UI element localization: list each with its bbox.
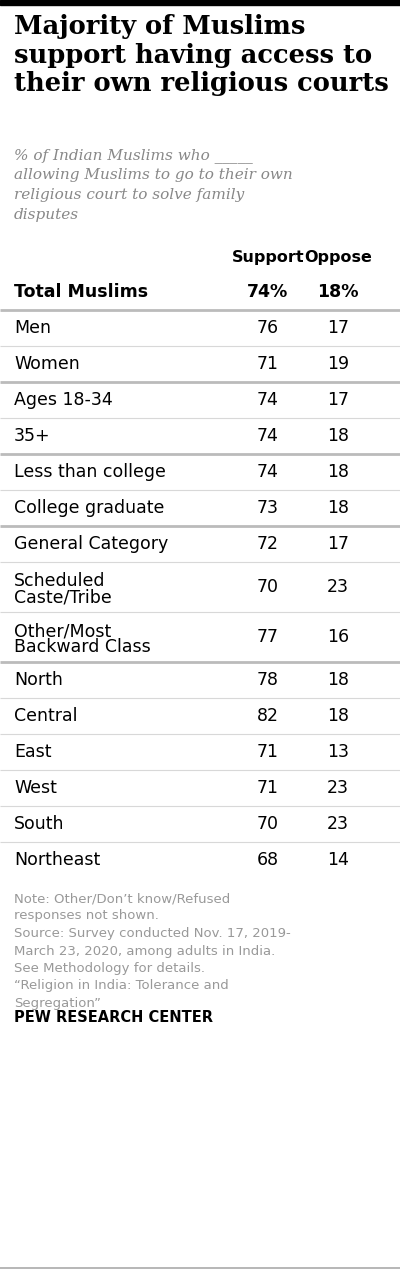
Text: Note: Other/Don’t know/Refused
responses not shown.
Source: Survey conducted Nov: Note: Other/Don’t know/Refused responses… xyxy=(14,892,291,1010)
Text: Scheduled: Scheduled xyxy=(14,572,106,590)
Text: West: West xyxy=(14,778,57,798)
Text: 82: 82 xyxy=(257,707,279,725)
Bar xyxy=(0,0,400,5)
Text: 68: 68 xyxy=(257,851,279,869)
Text: 71: 71 xyxy=(257,778,279,798)
Text: 74: 74 xyxy=(257,427,279,445)
Text: Women: Women xyxy=(14,355,80,373)
Text: South: South xyxy=(14,815,64,833)
Text: 18: 18 xyxy=(327,462,349,482)
Text: 78: 78 xyxy=(257,671,279,689)
Text: 14: 14 xyxy=(327,851,349,869)
Text: 19: 19 xyxy=(327,355,349,373)
Text: 76: 76 xyxy=(257,318,279,338)
Text: 17: 17 xyxy=(327,318,349,338)
Text: Northeast: Northeast xyxy=(14,851,100,869)
Text: 18: 18 xyxy=(327,427,349,445)
Text: Ages 18-34: Ages 18-34 xyxy=(14,391,113,409)
Text: Less than college: Less than college xyxy=(14,462,166,482)
Text: Caste/Tribe: Caste/Tribe xyxy=(14,589,112,606)
Text: North: North xyxy=(14,671,63,689)
Text: 71: 71 xyxy=(257,743,279,761)
Text: 35+: 35+ xyxy=(14,427,51,445)
Text: Other/Most: Other/Most xyxy=(14,622,111,640)
Text: religious court to solve family: religious court to solve family xyxy=(14,189,244,203)
Text: 13: 13 xyxy=(327,743,349,761)
Text: disputes: disputes xyxy=(14,208,79,222)
Text: Majority of Muslims
support having access to
their own religious courts: Majority of Muslims support having acces… xyxy=(14,14,389,97)
Text: 18: 18 xyxy=(327,671,349,689)
Text: 70: 70 xyxy=(257,578,279,596)
Text: East: East xyxy=(14,743,52,761)
Text: Support: Support xyxy=(232,250,304,265)
Text: 72: 72 xyxy=(257,535,279,553)
Text: 74: 74 xyxy=(257,462,279,482)
Text: 74: 74 xyxy=(257,391,279,409)
Text: 73: 73 xyxy=(257,499,279,517)
Text: College graduate: College graduate xyxy=(14,499,164,517)
Text: Men: Men xyxy=(14,318,51,338)
Text: % of Indian Muslims who _____: % of Indian Muslims who _____ xyxy=(14,148,253,163)
Text: 18: 18 xyxy=(327,707,349,725)
Text: 16: 16 xyxy=(327,628,349,646)
Text: 17: 17 xyxy=(327,391,349,409)
Text: 23: 23 xyxy=(327,815,349,833)
Text: 77: 77 xyxy=(257,628,279,646)
Text: 71: 71 xyxy=(257,355,279,373)
Text: Central: Central xyxy=(14,707,78,725)
Text: 18: 18 xyxy=(327,499,349,517)
Text: allowing Muslims to go to their own: allowing Muslims to go to their own xyxy=(14,168,293,182)
Text: 18%: 18% xyxy=(317,283,359,301)
Text: 23: 23 xyxy=(327,578,349,596)
Text: Total Muslims: Total Muslims xyxy=(14,283,148,301)
Text: 17: 17 xyxy=(327,535,349,553)
Text: Oppose: Oppose xyxy=(304,250,372,265)
Text: 74%: 74% xyxy=(247,283,289,301)
Text: General Category: General Category xyxy=(14,535,168,553)
Text: PEW RESEARCH CENTER: PEW RESEARCH CENTER xyxy=(14,1010,213,1026)
Text: Backward Class: Backward Class xyxy=(14,638,151,656)
Text: 23: 23 xyxy=(327,778,349,798)
Text: 70: 70 xyxy=(257,815,279,833)
